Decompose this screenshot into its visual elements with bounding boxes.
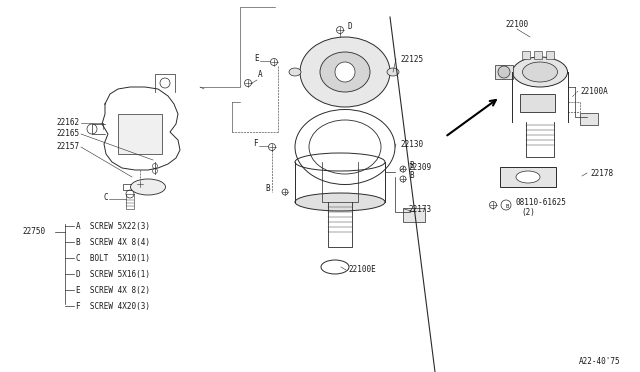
Text: A22-40'75: A22-40'75 xyxy=(579,357,620,366)
Text: D: D xyxy=(347,22,351,31)
Bar xyxy=(580,113,598,125)
Text: 22100: 22100 xyxy=(505,20,528,29)
Bar xyxy=(522,51,530,59)
Text: 22309: 22309 xyxy=(408,163,431,172)
Circle shape xyxy=(400,166,406,172)
Text: C  BOLT  5X10(1): C BOLT 5X10(1) xyxy=(76,254,150,263)
Text: F: F xyxy=(253,139,258,148)
Ellipse shape xyxy=(131,179,166,195)
Circle shape xyxy=(337,26,344,33)
Circle shape xyxy=(244,80,252,87)
Circle shape xyxy=(126,190,134,198)
Ellipse shape xyxy=(289,68,301,76)
Circle shape xyxy=(271,58,278,65)
Ellipse shape xyxy=(320,52,370,92)
Text: 22130: 22130 xyxy=(400,140,423,149)
Text: 22100E: 22100E xyxy=(348,265,376,274)
Circle shape xyxy=(498,66,510,78)
Ellipse shape xyxy=(295,193,385,211)
Text: B: B xyxy=(409,161,413,170)
Circle shape xyxy=(400,176,406,182)
Circle shape xyxy=(282,189,288,195)
Text: B  SCREW 4X 8(4): B SCREW 4X 8(4) xyxy=(76,238,150,247)
Text: B: B xyxy=(266,184,270,193)
Bar xyxy=(118,114,162,154)
Text: F  SCREW 4X20(3): F SCREW 4X20(3) xyxy=(76,302,150,311)
Text: 22750: 22750 xyxy=(22,227,45,236)
Text: D  SCREW 5X16(1): D SCREW 5X16(1) xyxy=(76,270,150,279)
Ellipse shape xyxy=(513,57,568,87)
Text: B: B xyxy=(506,205,509,209)
Text: B: B xyxy=(409,171,413,180)
Text: 22165: 22165 xyxy=(57,129,80,138)
Text: 22125: 22125 xyxy=(400,55,423,64)
Ellipse shape xyxy=(522,62,557,82)
Text: A  SCREW 5X22(3): A SCREW 5X22(3) xyxy=(76,222,150,231)
Bar xyxy=(495,65,513,79)
Circle shape xyxy=(335,62,355,82)
Text: E: E xyxy=(254,54,259,63)
Text: 22173: 22173 xyxy=(408,205,431,214)
Circle shape xyxy=(490,202,497,208)
Text: C: C xyxy=(104,193,108,202)
Ellipse shape xyxy=(387,68,399,76)
Bar xyxy=(403,208,425,222)
Ellipse shape xyxy=(516,171,540,183)
Circle shape xyxy=(137,181,143,187)
Text: 22100A: 22100A xyxy=(580,87,608,96)
Bar xyxy=(546,51,554,59)
Text: (2): (2) xyxy=(521,208,535,217)
Bar xyxy=(500,167,556,187)
Ellipse shape xyxy=(300,37,390,107)
Text: A: A xyxy=(258,70,262,79)
Text: 22162: 22162 xyxy=(57,118,80,127)
Circle shape xyxy=(269,144,275,151)
Text: 22178: 22178 xyxy=(590,169,613,178)
Bar xyxy=(534,51,542,59)
Text: 22157: 22157 xyxy=(57,142,80,151)
Text: 08110-61625: 08110-61625 xyxy=(515,198,566,207)
Text: E  SCREW 4X 8(2): E SCREW 4X 8(2) xyxy=(76,286,150,295)
Bar xyxy=(520,94,555,112)
